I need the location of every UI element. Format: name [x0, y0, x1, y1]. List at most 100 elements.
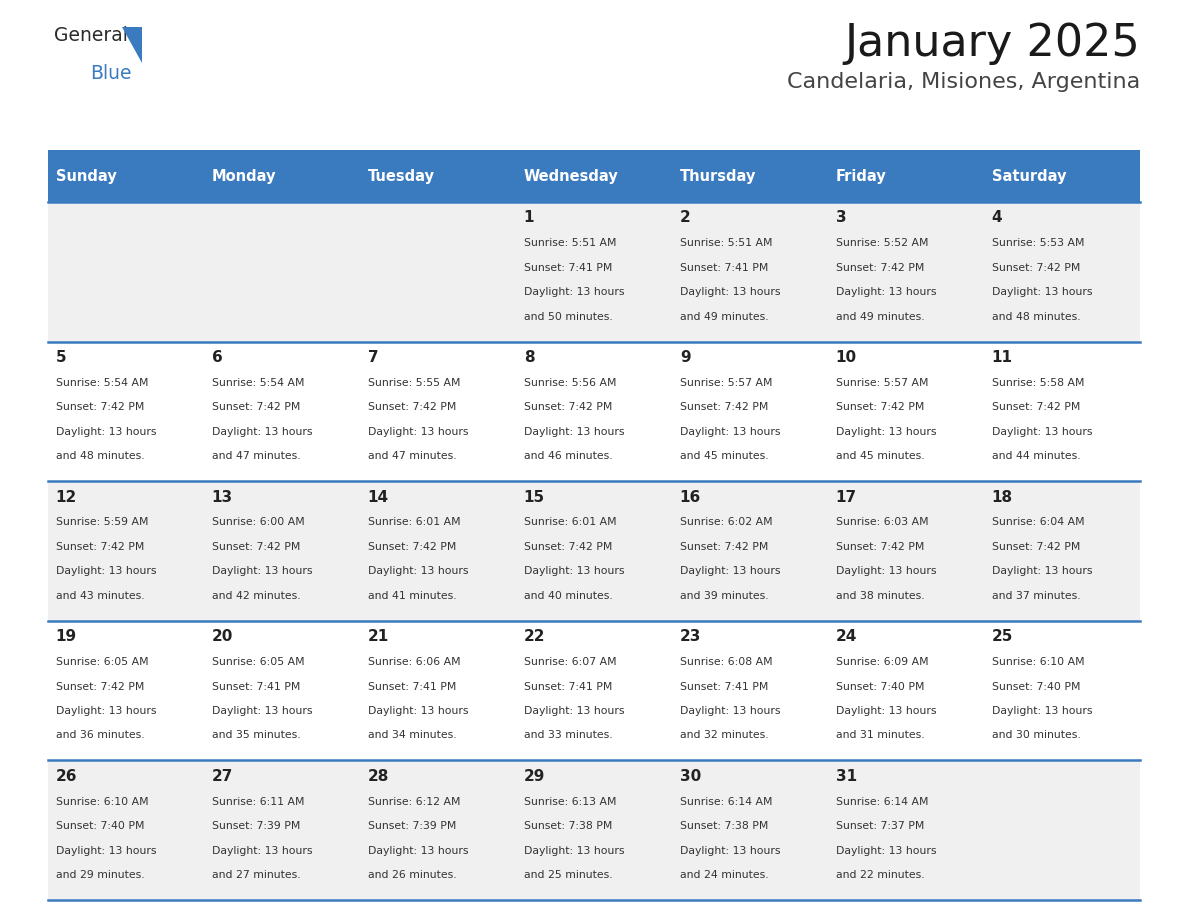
- Text: Sunrise: 6:14 AM: Sunrise: 6:14 AM: [836, 797, 928, 807]
- Text: Sunrise: 5:58 AM: Sunrise: 5:58 AM: [992, 378, 1085, 388]
- Text: Sunrise: 6:05 AM: Sunrise: 6:05 AM: [211, 657, 304, 667]
- Text: General: General: [53, 26, 128, 45]
- Text: Friday: Friday: [836, 169, 886, 184]
- Text: Sunset: 7:41 PM: Sunset: 7:41 PM: [680, 681, 769, 691]
- Text: and 38 minutes.: and 38 minutes.: [836, 591, 924, 600]
- Text: 31: 31: [836, 768, 857, 784]
- Bar: [48, 202, 1140, 341]
- Text: Daylight: 13 hours: Daylight: 13 hours: [368, 566, 468, 577]
- Text: and 22 minutes.: and 22 minutes.: [836, 870, 924, 880]
- Text: and 33 minutes.: and 33 minutes.: [524, 731, 613, 741]
- Text: Sunrise: 5:51 AM: Sunrise: 5:51 AM: [524, 239, 617, 248]
- Text: 17: 17: [836, 489, 857, 505]
- Text: Sunrise: 6:04 AM: Sunrise: 6:04 AM: [992, 518, 1085, 528]
- Text: Sunset: 7:41 PM: Sunset: 7:41 PM: [680, 263, 769, 273]
- Text: and 30 minutes.: and 30 minutes.: [992, 731, 1081, 741]
- Text: 9: 9: [680, 350, 690, 365]
- Text: Daylight: 13 hours: Daylight: 13 hours: [211, 845, 312, 856]
- Text: Daylight: 13 hours: Daylight: 13 hours: [211, 706, 312, 716]
- Text: Sunset: 7:41 PM: Sunset: 7:41 PM: [211, 681, 301, 691]
- Text: Sunrise: 6:02 AM: Sunrise: 6:02 AM: [680, 518, 772, 528]
- Text: and 49 minutes.: and 49 minutes.: [680, 311, 769, 321]
- Text: Sunset: 7:39 PM: Sunset: 7:39 PM: [368, 821, 456, 831]
- Bar: [360, 150, 516, 202]
- Text: and 42 minutes.: and 42 minutes.: [211, 591, 301, 600]
- Text: Sunrise: 5:57 AM: Sunrise: 5:57 AM: [680, 378, 772, 388]
- Text: Daylight: 13 hours: Daylight: 13 hours: [836, 287, 936, 297]
- Bar: [48, 760, 1140, 900]
- Text: Daylight: 13 hours: Daylight: 13 hours: [680, 287, 781, 297]
- Text: Sunrise: 5:52 AM: Sunrise: 5:52 AM: [836, 239, 928, 248]
- Text: Sunrise: 5:54 AM: Sunrise: 5:54 AM: [211, 378, 304, 388]
- Text: Sunset: 7:42 PM: Sunset: 7:42 PM: [368, 402, 456, 412]
- Text: Sunrise: 6:03 AM: Sunrise: 6:03 AM: [836, 518, 929, 528]
- Text: and 37 minutes.: and 37 minutes.: [992, 591, 1080, 600]
- Text: Sunset: 7:42 PM: Sunset: 7:42 PM: [680, 542, 769, 552]
- Text: 26: 26: [56, 768, 77, 784]
- Text: Daylight: 13 hours: Daylight: 13 hours: [56, 427, 157, 437]
- Text: Daylight: 13 hours: Daylight: 13 hours: [211, 427, 312, 437]
- Text: 25: 25: [992, 629, 1013, 644]
- Text: Sunset: 7:42 PM: Sunset: 7:42 PM: [56, 681, 144, 691]
- Text: and 50 minutes.: and 50 minutes.: [524, 311, 613, 321]
- Text: Daylight: 13 hours: Daylight: 13 hours: [524, 287, 625, 297]
- Text: Sunset: 7:38 PM: Sunset: 7:38 PM: [680, 821, 769, 831]
- Text: and 31 minutes.: and 31 minutes.: [836, 731, 924, 741]
- Text: Daylight: 13 hours: Daylight: 13 hours: [836, 845, 936, 856]
- Text: Daylight: 13 hours: Daylight: 13 hours: [524, 427, 625, 437]
- Text: 21: 21: [368, 629, 388, 644]
- Text: Sunrise: 6:00 AM: Sunrise: 6:00 AM: [211, 518, 304, 528]
- Text: Sunrise: 6:06 AM: Sunrise: 6:06 AM: [368, 657, 461, 667]
- Text: Sunset: 7:42 PM: Sunset: 7:42 PM: [992, 263, 1080, 273]
- Text: Sunset: 7:42 PM: Sunset: 7:42 PM: [836, 263, 924, 273]
- Text: Sunrise: 5:59 AM: Sunrise: 5:59 AM: [56, 518, 148, 528]
- Text: and 26 minutes.: and 26 minutes.: [368, 870, 456, 880]
- Text: Daylight: 13 hours: Daylight: 13 hours: [836, 706, 936, 716]
- Bar: [204, 150, 360, 202]
- Text: Sunrise: 6:07 AM: Sunrise: 6:07 AM: [524, 657, 617, 667]
- Text: and 40 minutes.: and 40 minutes.: [524, 591, 613, 600]
- Text: and 35 minutes.: and 35 minutes.: [211, 731, 301, 741]
- Text: Monday: Monday: [211, 169, 277, 184]
- Bar: [984, 150, 1140, 202]
- Text: Sunrise: 6:14 AM: Sunrise: 6:14 AM: [680, 797, 772, 807]
- Text: 1: 1: [524, 210, 535, 226]
- Text: and 46 minutes.: and 46 minutes.: [524, 451, 613, 461]
- Text: Daylight: 13 hours: Daylight: 13 hours: [56, 706, 157, 716]
- Text: Daylight: 13 hours: Daylight: 13 hours: [992, 706, 1092, 716]
- Text: Daylight: 13 hours: Daylight: 13 hours: [368, 427, 468, 437]
- Text: Candelaria, Misiones, Argentina: Candelaria, Misiones, Argentina: [786, 72, 1140, 92]
- Text: Sunday: Sunday: [56, 169, 116, 184]
- Bar: [48, 341, 1140, 481]
- Bar: [48, 621, 1140, 760]
- Text: Sunrise: 6:10 AM: Sunrise: 6:10 AM: [56, 797, 148, 807]
- Text: 22: 22: [524, 629, 545, 644]
- Text: Daylight: 13 hours: Daylight: 13 hours: [836, 427, 936, 437]
- Text: Daylight: 13 hours: Daylight: 13 hours: [56, 845, 157, 856]
- Text: January 2025: January 2025: [845, 22, 1140, 65]
- Text: and 47 minutes.: and 47 minutes.: [368, 451, 456, 461]
- Bar: [516, 150, 672, 202]
- Text: Sunrise: 6:13 AM: Sunrise: 6:13 AM: [524, 797, 617, 807]
- Text: Sunrise: 5:53 AM: Sunrise: 5:53 AM: [992, 239, 1085, 248]
- Text: Daylight: 13 hours: Daylight: 13 hours: [524, 706, 625, 716]
- Text: and 49 minutes.: and 49 minutes.: [836, 311, 924, 321]
- Text: and 44 minutes.: and 44 minutes.: [992, 451, 1080, 461]
- Text: and 24 minutes.: and 24 minutes.: [680, 870, 769, 880]
- Text: 12: 12: [56, 489, 77, 505]
- Text: 20: 20: [211, 629, 233, 644]
- Text: Tuesday: Tuesday: [368, 169, 435, 184]
- Text: 7: 7: [368, 350, 379, 365]
- Text: Sunset: 7:41 PM: Sunset: 7:41 PM: [524, 263, 612, 273]
- Text: 5: 5: [56, 350, 67, 365]
- Text: Daylight: 13 hours: Daylight: 13 hours: [836, 566, 936, 577]
- Text: 4: 4: [992, 210, 1003, 226]
- Text: Wednesday: Wednesday: [524, 169, 619, 184]
- Text: Sunrise: 6:12 AM: Sunrise: 6:12 AM: [368, 797, 460, 807]
- Text: 19: 19: [56, 629, 77, 644]
- Text: Blue: Blue: [90, 64, 132, 83]
- Text: 6: 6: [211, 350, 222, 365]
- Text: 30: 30: [680, 768, 701, 784]
- Text: Sunset: 7:42 PM: Sunset: 7:42 PM: [524, 402, 612, 412]
- Text: Daylight: 13 hours: Daylight: 13 hours: [524, 566, 625, 577]
